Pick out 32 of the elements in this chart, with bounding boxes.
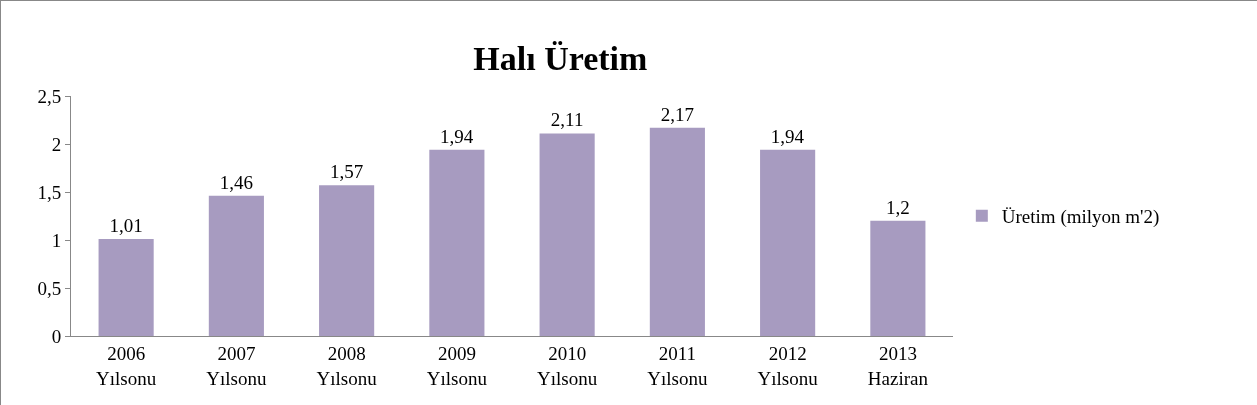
x-tick-label: 2010 Yılsonu xyxy=(537,342,598,389)
data-label: 1,94 xyxy=(770,125,805,147)
bar xyxy=(319,185,375,336)
bar xyxy=(208,195,264,336)
x-tick-label: 2007 Yılsonu xyxy=(206,342,267,389)
x-tick-label: 2012 Yılsonu xyxy=(757,342,819,389)
bar xyxy=(870,220,926,336)
data-label: 1,94 xyxy=(440,125,474,147)
y-tick-label: 0,5 xyxy=(37,277,62,299)
bar xyxy=(429,149,485,336)
y-tick-label: 1,5 xyxy=(37,181,62,203)
data-label: 2,17 xyxy=(660,103,694,125)
data-label: 1,57 xyxy=(330,161,364,183)
y-tick-label: 1 xyxy=(51,229,62,251)
chart-title: Halı Üretim xyxy=(473,39,648,77)
y-tick-label: 0 xyxy=(51,325,62,347)
data-label: 1,01 xyxy=(109,215,143,237)
x-tick-label: 2006 Yılsonu xyxy=(96,342,157,389)
bar xyxy=(649,127,705,336)
x-tick-label: 2013 Haziran xyxy=(867,342,929,389)
data-label: 2,11 xyxy=(550,109,584,131)
data-label: 1,2 xyxy=(886,196,910,218)
bar xyxy=(760,149,816,336)
y-tick-label: 2,5 xyxy=(37,85,62,107)
x-tick-label: 2008 Yılsonu xyxy=(316,342,378,389)
legend-label: Üretim (milyon m'2) xyxy=(1001,206,1160,229)
bar xyxy=(98,239,154,336)
x-tick-label: 2009 Yılsonu xyxy=(426,342,488,389)
bar xyxy=(539,133,595,336)
y-tick-label: 2 xyxy=(51,133,62,155)
x-tick-label: 2011 Yılsonu xyxy=(647,342,708,389)
data-label: 1,46 xyxy=(219,171,253,193)
